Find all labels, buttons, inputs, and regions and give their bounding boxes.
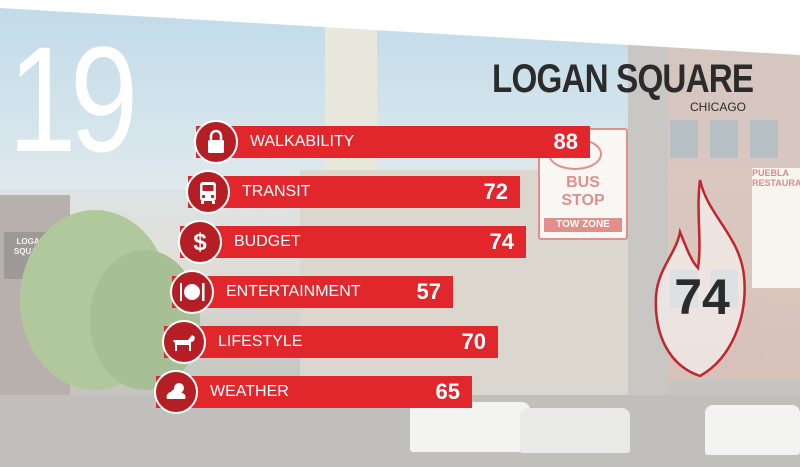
svg-text:$: $: [193, 229, 207, 256]
car: [705, 405, 800, 455]
category-value: 65: [435, 379, 460, 404]
category-label: TRANSIT: [242, 183, 311, 200]
category-value: 70: [461, 329, 486, 354]
street-pole: [628, 0, 668, 467]
city-label: CHICAGO: [690, 100, 747, 114]
bus-stop-line2: STOP: [561, 192, 605, 209]
bus-stop-line1: BUS: [566, 174, 600, 191]
neighborhood-title: LOGAN SQUARE: [492, 57, 754, 101]
weather-icon: [154, 370, 198, 414]
category-label: LIFESTYLE: [218, 333, 303, 350]
category-bar-transit: TRANSIT 72: [186, 170, 520, 214]
category-value: 72: [483, 179, 508, 204]
category-bar-entertainment: ENTERTAINMENT 57: [170, 270, 453, 314]
category-label: BUDGET: [234, 233, 301, 250]
store-sign-right-text: PUEBLA RESTAURANT: [752, 168, 800, 188]
car: [410, 402, 530, 452]
dollar-icon: $: [178, 220, 222, 264]
dining-icon: [170, 270, 214, 314]
tow-zone-label: TOW ZONE: [544, 218, 622, 232]
category-value: 74: [489, 229, 514, 254]
dog-icon: [162, 320, 206, 364]
lock-icon: [194, 120, 238, 164]
category-bar-weather: WEATHER 65: [154, 370, 472, 414]
category-label: WALKABILITY: [250, 133, 355, 150]
category-bar-lifestyle: LIFESTYLE 70: [162, 320, 498, 364]
category-value: 57: [416, 279, 441, 304]
category-label: ENTERTAINMENT: [226, 283, 361, 300]
car: [520, 408, 630, 453]
category-value: 88: [553, 129, 578, 154]
flame-icon: [654, 179, 746, 378]
category-bar-budget: $ BUDGET 74: [178, 220, 526, 264]
rank-number: 19: [8, 15, 138, 183]
overall-score: 74: [674, 269, 730, 325]
category-bar-walkability: WALKABILITY 88: [194, 120, 590, 164]
bus-icon: [186, 170, 230, 214]
store-sign-right: PUEBLA RESTAURANT: [752, 168, 800, 288]
category-label: WEATHER: [210, 383, 289, 400]
